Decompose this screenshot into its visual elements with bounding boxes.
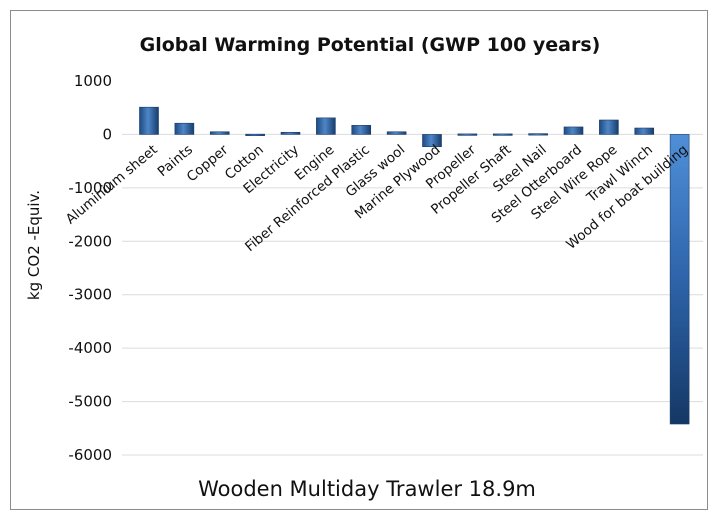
bar	[634, 127, 655, 135]
bar	[316, 117, 336, 135]
bar	[245, 133, 265, 136]
bar	[457, 133, 478, 136]
bar	[563, 126, 584, 135]
y-tick-label: -1000	[68, 179, 112, 197]
y-tick-label: -2000	[68, 232, 112, 250]
y-tick-label: 0	[102, 125, 112, 143]
y-tick-label: -4000	[68, 339, 112, 357]
x-axis-label: Wooden Multiday Trawler 18.9m	[198, 477, 536, 501]
bar	[599, 119, 619, 135]
bar	[669, 134, 690, 425]
bar	[139, 106, 159, 135]
y-tick-label: -5000	[68, 393, 112, 411]
bar	[209, 131, 230, 135]
chart-frame	[10, 10, 708, 510]
y-tick-label: -6000	[68, 446, 112, 464]
bar	[492, 133, 513, 136]
bar	[386, 131, 407, 135]
y-axis-label: kg CO2 -Equiv.	[25, 190, 43, 300]
bar	[280, 131, 301, 135]
y-tick-label: -3000	[68, 286, 112, 304]
y-tick-label: 1000	[74, 72, 112, 90]
bar	[351, 125, 372, 135]
bar	[174, 122, 195, 135]
bar	[528, 133, 548, 136]
chart-title: Global Warming Potential (GWP 100 years)	[140, 34, 601, 56]
bar	[422, 134, 442, 148]
